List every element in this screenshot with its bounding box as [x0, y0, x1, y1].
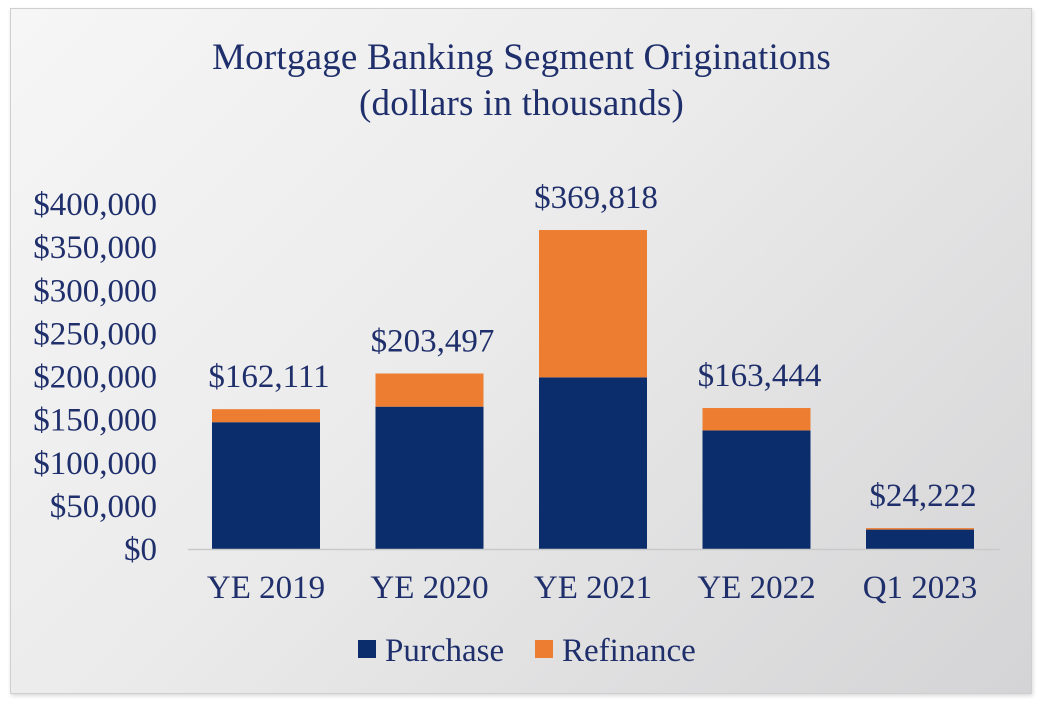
x-tick-label: Q1 2023 — [863, 570, 978, 606]
bar-refinance — [375, 373, 484, 407]
x-tick-label: YE 2022 — [697, 570, 815, 606]
x-tick-label: YE 2021 — [534, 570, 652, 606]
bar-refinance — [702, 408, 811, 431]
data-label: $163,444 — [698, 358, 822, 394]
y-tick-label: $150,000 — [33, 403, 157, 439]
y-tick-label: $400,000 — [33, 187, 157, 223]
legend-label-refinance: Refinance — [562, 633, 696, 669]
bar-purchase — [539, 377, 647, 549]
y-tick-label: $300,000 — [33, 273, 157, 309]
y-tick-label: $200,000 — [33, 360, 157, 396]
chart-title: Mortgage Banking Segment Originations — [212, 37, 831, 78]
y-tick-label: $0 — [124, 532, 157, 568]
data-label: $369,818 — [534, 180, 658, 216]
bar-refinance — [539, 230, 647, 378]
y-tick-label: $100,000 — [33, 446, 157, 482]
bar-purchase — [866, 529, 974, 549]
bar-purchase — [375, 406, 484, 549]
legend-swatch-refinance — [535, 640, 553, 658]
x-tick-label: YE 2019 — [207, 570, 325, 606]
y-tick-label: $350,000 — [33, 230, 157, 266]
data-label: $203,497 — [371, 323, 495, 359]
chart-card — [10, 8, 1032, 694]
y-tick-label: $250,000 — [33, 316, 157, 352]
bar-purchase — [212, 422, 320, 549]
bar-refinance — [212, 409, 320, 423]
x-tick-label: YE 2020 — [370, 570, 488, 606]
legend-label-purchase: Purchase — [385, 633, 504, 669]
data-label: $162,111 — [208, 359, 329, 395]
data-label: $24,222 — [869, 478, 976, 514]
chart-subtitle: (dollars in thousands) — [358, 83, 685, 124]
y-tick-label: $50,000 — [50, 489, 157, 525]
legend-swatch-purchase — [358, 640, 376, 658]
bar-purchase — [702, 430, 811, 549]
bar-refinance — [866, 528, 974, 530]
